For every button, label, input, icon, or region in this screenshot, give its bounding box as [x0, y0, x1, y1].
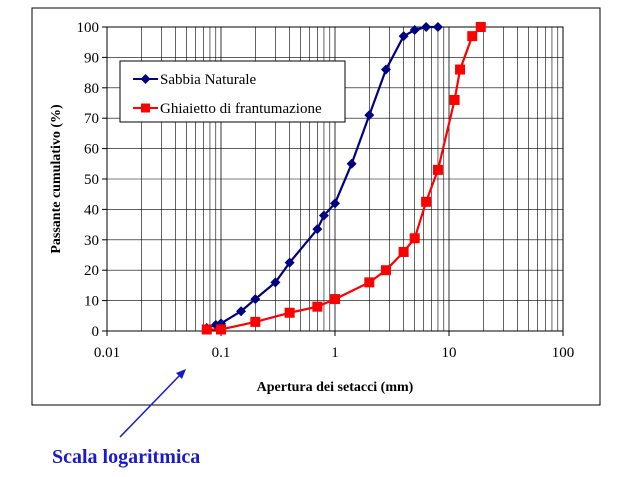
data-point-diamond [421, 22, 432, 32]
data-point-diamond [284, 257, 295, 268]
data-point-square [455, 64, 466, 75]
data-point-square [432, 164, 443, 175]
arrow-head-icon [176, 369, 186, 379]
data-point-diamond [270, 277, 281, 288]
data-point-diamond [364, 110, 375, 121]
data-point-square [449, 94, 460, 105]
y-tick-label: 60 [84, 142, 99, 158]
data-point-square [475, 22, 486, 32]
y-tick-label: 50 [84, 172, 99, 188]
data-point-square [312, 301, 323, 312]
data-point-square [216, 324, 226, 335]
data-point-square [284, 307, 295, 318]
x-tick-label: 0.1 [212, 345, 231, 361]
y-tick-label: 10 [84, 294, 99, 310]
data-point-square [398, 246, 409, 257]
data-point-square [250, 316, 261, 327]
x-tick-label: 1 [331, 345, 339, 361]
data-point-diamond [346, 158, 357, 169]
annotation-arrow [119, 369, 186, 438]
y-tick-label: 30 [84, 233, 99, 249]
data-point-diamond [330, 198, 340, 209]
data-point-square [201, 324, 212, 335]
series [201, 22, 486, 335]
data-point-diamond [432, 22, 443, 32]
series-line [206, 26, 482, 331]
y-tick-label: 70 [84, 111, 99, 127]
data-point-diamond [380, 64, 391, 75]
data-point-diamond [250, 294, 261, 305]
data-point-square [330, 294, 340, 305]
data-point-square [364, 277, 375, 288]
data-point-square [409, 233, 420, 244]
legend: Sabbia Naturale Ghiaietto di frantumazio… [119, 60, 346, 123]
annotation-text: Scala logaritmica [52, 446, 200, 468]
y-tick-label: 90 [84, 50, 99, 66]
x-tick-label: 100 [552, 345, 575, 361]
legend-label-ghiaietto: Ghiaietto di frantumazione [160, 101, 322, 117]
y-tick-labels: 0 10 20 30 40 50 60 70 80 90 100 [77, 20, 100, 340]
y-tick-label: 0 [92, 324, 100, 340]
data-point-square [421, 196, 432, 207]
y-tick-label: 20 [84, 263, 99, 279]
data-point-diamond [236, 306, 247, 317]
data-point-diamond [312, 224, 323, 235]
x-tick-labels: 0.01 0.1 1 10 100 [94, 345, 574, 361]
data-point-square [380, 265, 391, 276]
x-tick-label: 0.01 [94, 345, 120, 361]
y-tick-label: 80 [84, 81, 99, 97]
data-point-diamond [398, 31, 409, 42]
legend-label-sabbia: Sabbia Naturale [160, 72, 257, 88]
legend-box [119, 60, 346, 123]
y-tick-label: 40 [84, 202, 99, 218]
series-ghiaietto [201, 22, 486, 335]
legend-marker-square [141, 103, 150, 113]
data-point-diamond [409, 25, 420, 36]
x-tick-label: 10 [442, 345, 457, 361]
legend-marker-diamond [140, 74, 151, 84]
y-axis-label: Passante cumulativo (%) [49, 104, 64, 254]
plot-area [106, 26, 564, 332]
data-point-square [467, 31, 478, 42]
data-point-diamond [318, 210, 329, 221]
x-axis-label: Apertura dei setacci (mm) [257, 380, 414, 395]
y-tick-label: 100 [77, 20, 100, 36]
